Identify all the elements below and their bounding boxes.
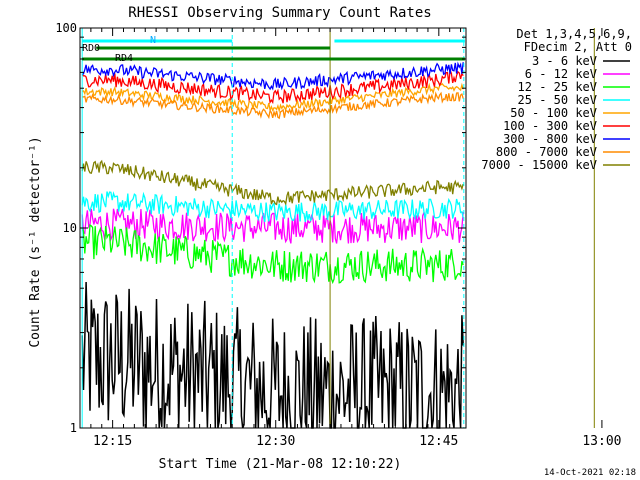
legend-entry: 25 - 50 keV [518,93,630,107]
legend-label: 300 - 800 keV [503,132,597,146]
legend-label: 12 - 25 keV [518,80,597,94]
y-axis: 1 10 100 [55,21,466,435]
x-axis-label: Start Time (21-Mar-08 12:10:22) [159,457,402,472]
legend-entry: 800 - 7000 keV [496,145,630,159]
legend-label: 800 - 7000 keV [496,145,597,159]
legend-entry: 3 - 6 keV [532,54,630,68]
legend-entry: 50 - 100 keV [510,106,630,120]
series-line [81,208,464,244]
legend-label: 7000 - 15000 keV [481,158,597,172]
series-line [81,69,464,105]
legend-entry: 300 - 800 keV [503,132,630,146]
timestamp: 14-Oct-2021 02:18 [544,468,636,478]
legend-label: 50 - 100 keV [510,106,597,120]
x-tick-label: 12:15 [93,434,132,449]
annotation-n: N [150,35,156,46]
legend-label: 6 - 12 keV [525,67,597,81]
legend-entry: 7000 - 15000 keV [481,158,630,172]
y-tick-label: 100 [55,21,77,35]
series-line [81,61,464,91]
series-layer [81,61,464,429]
legend-entry: 100 - 300 keV [503,119,630,133]
x-tick-label: 13:00 [582,434,621,449]
series-line [81,191,464,223]
legend-label: 3 - 6 keV [532,54,597,68]
legend-entry: 6 - 12 keV [525,67,630,81]
legend-header-line-1: Det 1,3,4,5,6,9, [516,27,632,41]
series-line [81,223,464,285]
chart-title: RHESSI Observing Summary Count Rates [128,5,431,21]
x-tick-label: 12:45 [419,434,458,449]
series-line [82,91,464,120]
y-tick-label: 10 [63,221,77,235]
annotation-rd0: RD0 [82,43,100,54]
x-tick-label: 12:30 [256,434,295,449]
legend-label: 100 - 300 keV [503,119,597,133]
legend: Det 1,3,4,5,6,9, FDecim 2, Att 0 3 - 6 k… [481,27,632,172]
legend-label: 25 - 50 keV [518,93,597,107]
series-line [81,82,464,114]
y-tick-label: 1 [70,421,77,435]
series-line [81,159,464,206]
series-line [81,281,464,429]
annotation-rd4: RD4 [115,53,133,64]
legend-entry: 12 - 25 keV [518,80,630,94]
y-axis-label: Count Rate (s⁻¹ detector⁻¹) [28,136,43,347]
legend-header-line-2: FDecim 2, Att 0 [524,40,632,54]
